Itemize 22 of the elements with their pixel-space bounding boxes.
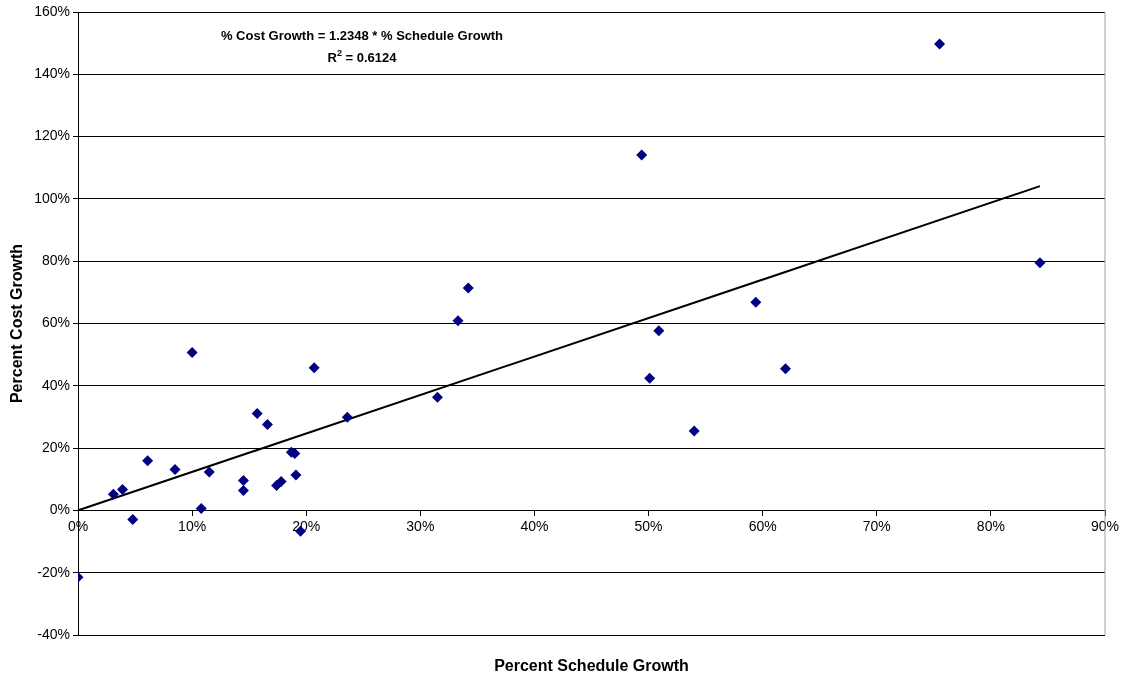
y-tick-label: 20% [41, 438, 71, 455]
y-tick-label: 60% [41, 314, 71, 331]
y-tick-label: 140% [34, 65, 71, 82]
y-tick-label: -20% [37, 563, 71, 580]
x-tick-label: 70% [862, 517, 891, 534]
y-tick-label: 160% [34, 2, 71, 19]
y-tick-label: 0% [49, 501, 71, 518]
y-tick-label: 80% [41, 252, 71, 269]
annotation: % Cost Growth = 1.2348 * % Schedule Growth [220, 28, 504, 43]
x-tick-label: 10% [178, 517, 207, 534]
x-tick-label: 40% [520, 517, 549, 534]
y-axis-title: Percent Cost Growth [8, 243, 26, 404]
x-tick-label: 60% [748, 517, 777, 534]
x-axis-title: Percent Schedule Growth [494, 657, 689, 674]
x-tick-label: 30% [406, 517, 435, 534]
y-tick-label: 100% [34, 189, 71, 206]
y-tick-label: 120% [34, 127, 71, 144]
x-tick-label: 90% [1090, 517, 1120, 534]
x-tick-label: 80% [976, 517, 1005, 534]
y-tick-label: 40% [41, 376, 71, 393]
y-tick-label: -40% [37, 625, 71, 642]
x-tick-label: 50% [634, 517, 663, 534]
